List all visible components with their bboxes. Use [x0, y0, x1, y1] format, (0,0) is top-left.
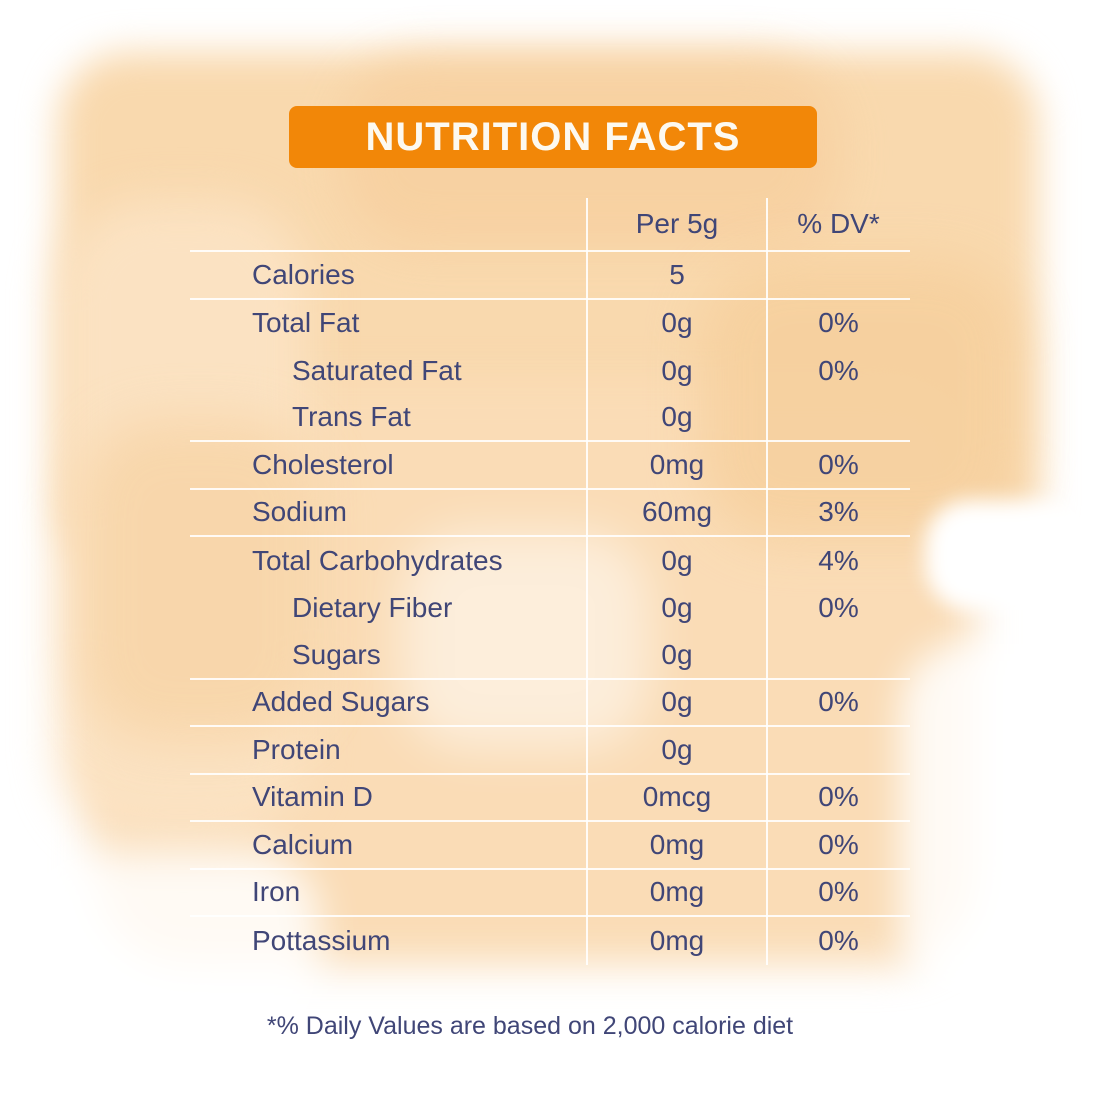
row-value: 0g [661, 544, 693, 576]
table-row: Added Sugars 0g 0% [190, 680, 910, 727]
watercolor-highlight-blob [20, 850, 320, 1050]
row-label: Protein [252, 733, 341, 765]
row-value: 0mcg [642, 781, 712, 813]
row-dv: 0% [818, 781, 859, 813]
table-row: Pottassium 0mg 0% [190, 917, 910, 965]
footnote: *% Daily Values are based on 2,000 calor… [266, 1012, 794, 1040]
row-label: Trans Fat [292, 401, 411, 433]
row-label: Total Fat [252, 307, 360, 339]
table-body: Calories 5 Total Fat 0g 0% Saturated Fat… [190, 252, 910, 965]
row-value: 5 [669, 258, 685, 290]
row-value: 0g [661, 354, 693, 386]
row-dv: 0% [818, 592, 859, 624]
column-divider-2 [766, 198, 768, 965]
table-row: Calories 5 [190, 252, 910, 300]
watercolor-highlight-blob [900, 640, 1100, 1000]
table-row: Dietary Fiber 0g 0% [190, 585, 910, 633]
row-label: Calories [252, 258, 355, 290]
table-row: Saturated Fat 0g 0% [190, 347, 910, 395]
row-label: Added Sugars [252, 686, 430, 718]
watercolor-blob [80, 420, 320, 740]
row-label: Pottassium [252, 924, 391, 956]
row-dv: 0% [818, 828, 859, 860]
row-dv: 0% [818, 876, 859, 908]
row-value: 0g [661, 401, 693, 433]
row-label: Dietary Fiber [292, 592, 453, 624]
row-label: Saturated Fat [292, 354, 462, 386]
table-row: Sugars 0g [190, 632, 910, 680]
table-row: Protein 0g [190, 727, 910, 775]
row-dv: 0% [818, 448, 859, 480]
table-row: Cholesterol 0mg 0% [190, 442, 910, 490]
row-value: 0mg [649, 828, 705, 860]
row-value: 0g [661, 592, 693, 624]
table-row: Total Fat 0g 0% [190, 300, 910, 348]
row-value: 0g [661, 686, 693, 718]
row-dv: 0% [818, 924, 859, 956]
row-value: 0mg [649, 448, 705, 480]
watercolor-notch-blob [925, 500, 1090, 610]
row-label: Sugars [292, 638, 381, 670]
page-title: NUTRITION FACTS [365, 114, 741, 159]
row-label: Cholesterol [252, 448, 394, 480]
row-label: Total Carbohydrates [252, 544, 503, 576]
watercolor-highlight-blob [400, 530, 650, 750]
row-label: Calcium [252, 828, 354, 860]
row-dv: 0% [818, 354, 859, 386]
row-value: 0mg [649, 924, 705, 956]
table-row: Sodium 60mg 3% [190, 490, 910, 537]
row-dv: 0% [818, 686, 859, 718]
table-row: Total Carbohydrates 0g 4% [190, 537, 910, 585]
table-row: Iron 0mg 0% [190, 870, 910, 917]
column-header-dv: % DV* [797, 208, 880, 239]
nutrition-table: Per 5g % DV* Calories 5 Total Fat 0g 0% … [190, 198, 910, 965]
row-value: 0g [661, 307, 693, 339]
row-label: Sodium [252, 496, 347, 528]
row-dv: 0% [818, 307, 859, 339]
column-divider-1 [586, 198, 588, 965]
table-row: Calcium 0mg 0% [190, 822, 910, 870]
row-value: 0mg [649, 876, 705, 908]
title-banner: NUTRITION FACTS [289, 106, 817, 168]
row-value: 0g [661, 733, 693, 765]
table-header-row: Per 5g % DV* [190, 198, 910, 252]
row-value: 60mg [641, 496, 713, 528]
column-header-per-5g: Per 5g [635, 208, 719, 239]
row-dv: 4% [818, 544, 859, 576]
table-row: Trans Fat 0g [190, 395, 910, 442]
row-label: Iron [252, 876, 301, 908]
table-row: Vitamin D 0mcg 0% [190, 775, 910, 822]
watercolor-blob [700, 260, 1020, 540]
row-value: 0g [661, 638, 693, 670]
row-label: Vitamin D [252, 781, 373, 813]
row-dv: 3% [818, 496, 859, 528]
